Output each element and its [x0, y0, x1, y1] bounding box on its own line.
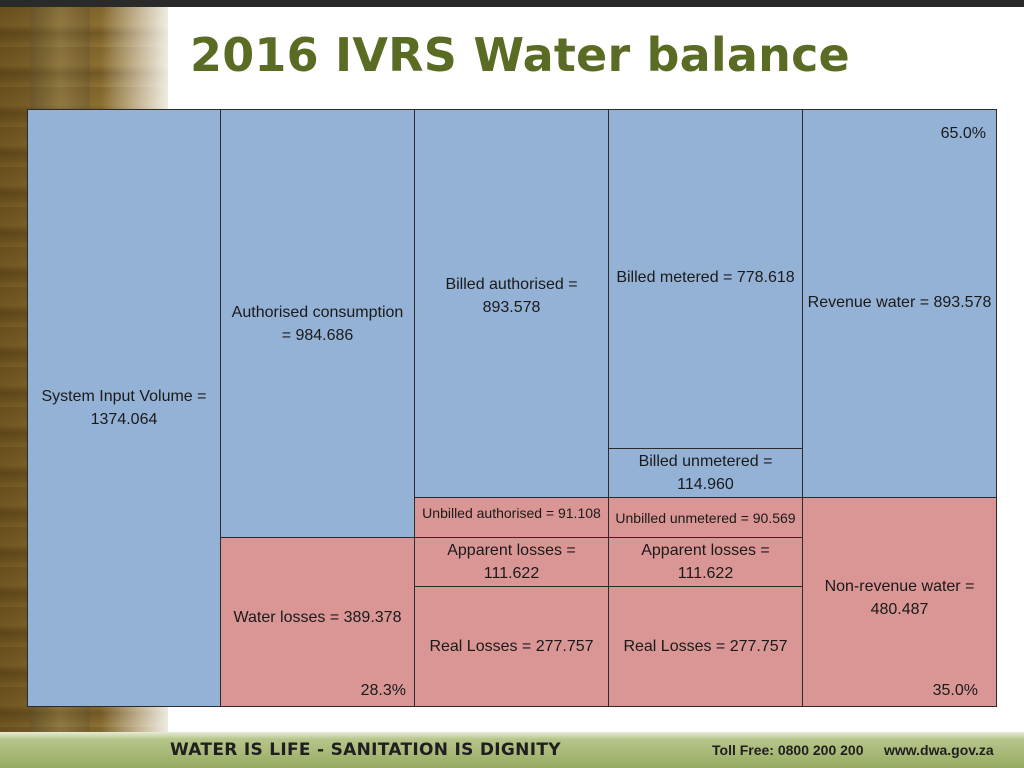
authorised-consumption-cell: Authorised consumption = 984.686	[220, 109, 415, 538]
unbilled-unmetered-cell: Unbilled unmetered = 90.569	[608, 497, 803, 538]
real-losses-right-label: Real Losses = 277.757	[623, 638, 788, 655]
unbilled-unmetered-label: Unbilled unmetered = 90.569	[615, 509, 796, 526]
apparent-losses-left-label: Apparent losses = 111.622	[447, 542, 576, 582]
water-losses-percent: 28.3%	[360, 682, 406, 699]
billed-unmetered-cell: Billed unmetered = 114.960	[608, 448, 803, 498]
billed-metered-label: Billed metered = 778.618	[616, 269, 795, 286]
billed-metered-cell: Billed metered = 778.618	[608, 109, 803, 449]
billed-authorised-label: Billed authorised = 893.578	[445, 275, 578, 316]
non-revenue-water-label: Non-revenue water = 480.487	[824, 578, 975, 618]
unbilled-authorised-label: Unbilled authorised = 91.108	[422, 504, 601, 521]
revenue-water-percent: 65.0%	[940, 125, 986, 142]
apparent-losses-left-cell: Apparent losses = 111.622	[414, 537, 609, 587]
water-losses-cell: Water losses = 389.378 28.3%	[220, 537, 415, 707]
unbilled-authorised-cell: Unbilled authorised = 91.108	[414, 497, 609, 538]
non-revenue-water-percent: 35.0%	[932, 682, 978, 699]
apparent-losses-right-label: Apparent losses = 111.622	[641, 542, 770, 582]
real-losses-right-cell: Real Losses = 277.757	[608, 586, 803, 707]
billed-unmetered-label: Billed unmetered = 114.960	[638, 453, 773, 493]
system-input-volume-label: System Input Volume = 1374.064	[41, 388, 207, 428]
system-input-volume-cell: System Input Volume = 1374.064	[27, 109, 221, 707]
non-revenue-water-cell: Non-revenue water = 480.487 35.0%	[802, 497, 997, 707]
real-losses-left-label: Real Losses = 277.757	[429, 638, 594, 655]
water-balance-diagram: System Input Volume = 1374.064 Authorise…	[27, 109, 997, 707]
footer-slogan: WATER IS LIFE - SANITATION IS DIGNITY	[170, 740, 561, 760]
real-losses-left-cell: Real Losses = 277.757	[414, 586, 609, 707]
top-bar	[0, 0, 1024, 7]
water-losses-label: Water losses = 389.378	[233, 608, 402, 626]
billed-authorised-cell: Billed authorised = 893.578	[414, 109, 609, 498]
authorised-consumption-label: Authorised consumption = 984.686	[231, 303, 404, 344]
footer-bar: WATER IS LIFE - SANITATION IS DIGNITY To…	[0, 732, 1024, 768]
apparent-losses-right-cell: Apparent losses = 111.622	[608, 537, 803, 587]
revenue-water-label: Revenue water = 893.578	[807, 294, 992, 311]
footer-website: www.dwa.gov.za	[884, 742, 994, 758]
revenue-water-cell: 65.0% Revenue water = 893.578	[802, 109, 997, 498]
footer-toll-free: Toll Free: 0800 200 200	[712, 742, 864, 758]
slide-title: 2016 IVRS Water balance	[190, 28, 850, 82]
